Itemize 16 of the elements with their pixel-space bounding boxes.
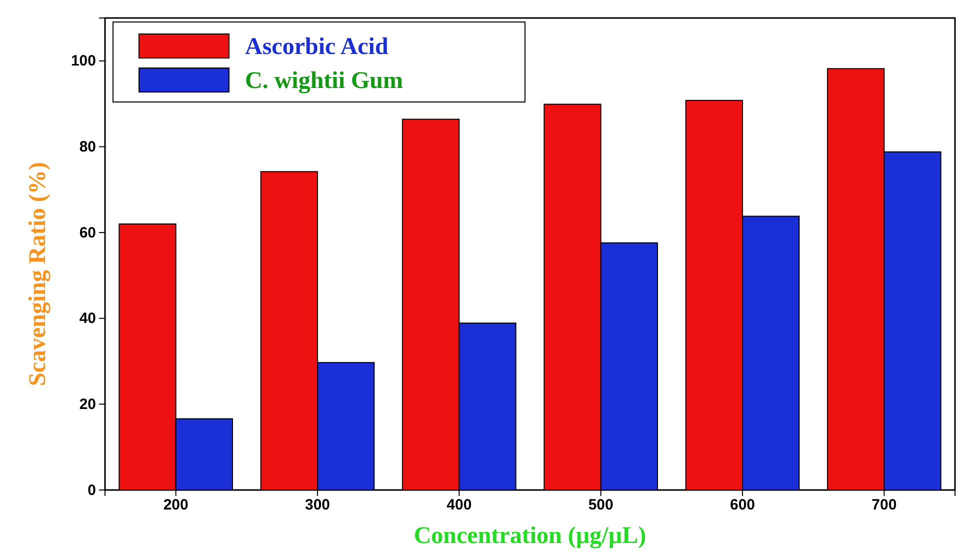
y-axis-title: Scavenging Ratio (%) <box>25 162 51 386</box>
y-tick-label: 0 <box>88 482 96 499</box>
y-tick-label: 60 <box>79 224 96 242</box>
legend-label: C. wightii Gum <box>245 68 404 94</box>
y-tick-label: 40 <box>79 310 96 328</box>
x-tick-label: 500 <box>588 496 614 514</box>
x-tick-label: 200 <box>163 496 188 514</box>
x-tick-label: 300 <box>304 496 330 514</box>
x-axis-title: Concentration (µg/µL) <box>414 523 646 549</box>
x-tick-label: 600 <box>730 496 756 514</box>
legend-label: Ascorbic Acid <box>245 34 389 60</box>
x-tick-label: 700 <box>872 496 897 514</box>
x-tick-label: 400 <box>446 496 472 514</box>
y-tick-label: 100 <box>70 52 96 70</box>
y-tick-label: 80 <box>79 138 96 156</box>
y-tick-label: 20 <box>79 396 96 413</box>
